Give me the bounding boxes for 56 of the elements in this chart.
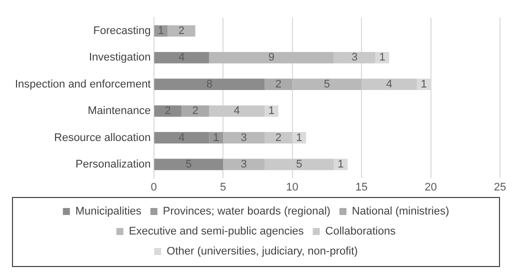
legend-label: Other (universities, judiciary, non-profit) <box>166 246 358 258</box>
bar <box>223 158 265 170</box>
data-label: 1 <box>338 158 344 170</box>
bar <box>154 52 210 64</box>
data-label: 5 <box>296 158 302 170</box>
x-tick-label: 15 <box>355 181 368 194</box>
legend-label: Municipalities <box>75 206 142 218</box>
legend-label: Collaborations <box>325 226 396 238</box>
y-tick-label: Inspection and enforcement <box>14 78 151 90</box>
data-label: 1 <box>379 52 386 64</box>
y-tick-label: Personalization <box>76 158 151 170</box>
y-tick-label: Resource allocation <box>54 132 151 144</box>
bar <box>154 105 182 117</box>
legend-label: National (ministries) <box>352 206 450 218</box>
bar <box>264 132 292 144</box>
data-label: 2 <box>275 78 282 90</box>
x-tick-label: 0 <box>150 181 157 194</box>
y-tick-label: Investigation <box>88 52 151 64</box>
y-tick-label: Forecasting <box>93 24 151 37</box>
bar <box>168 25 196 37</box>
bar <box>334 52 376 64</box>
bar <box>154 158 224 170</box>
data-label: 1 <box>158 24 164 37</box>
data-label: 2 <box>178 24 185 37</box>
data-label: 1 <box>420 78 427 90</box>
data-label: 1 <box>268 105 275 118</box>
data-label: 1 <box>296 132 302 144</box>
bar <box>209 132 224 144</box>
data-label: 4 <box>386 78 392 90</box>
data-label: 1 <box>213 132 220 144</box>
x-tick-label: 10 <box>286 181 298 194</box>
bar <box>154 78 265 90</box>
data-label: 5 <box>324 78 330 90</box>
data-label: 3 <box>352 52 358 64</box>
bar <box>264 105 278 117</box>
data-label: 9 <box>268 52 275 64</box>
bar <box>209 105 265 117</box>
x-tick-label: 20 <box>424 181 437 194</box>
data-label: 2 <box>192 105 198 118</box>
legend-label: Provinces; water boards (regional) <box>162 206 330 218</box>
bar <box>292 78 362 90</box>
bar <box>181 105 210 117</box>
bar <box>264 158 334 170</box>
data-label: 4 <box>234 105 240 118</box>
legend-label: Executive and semi-public agencies <box>128 226 304 238</box>
bar <box>209 52 334 64</box>
data-label: 3 <box>240 132 247 144</box>
data-label: 2 <box>275 132 282 144</box>
x-tick-label: 5 <box>220 181 226 194</box>
x-tick-label: 25 <box>494 181 506 194</box>
data-label: 3 <box>240 158 247 170</box>
bar <box>223 132 265 144</box>
y-tick-label: Maintenance <box>88 105 151 118</box>
bar <box>264 78 292 90</box>
bar <box>154 132 210 144</box>
bar <box>362 78 417 90</box>
